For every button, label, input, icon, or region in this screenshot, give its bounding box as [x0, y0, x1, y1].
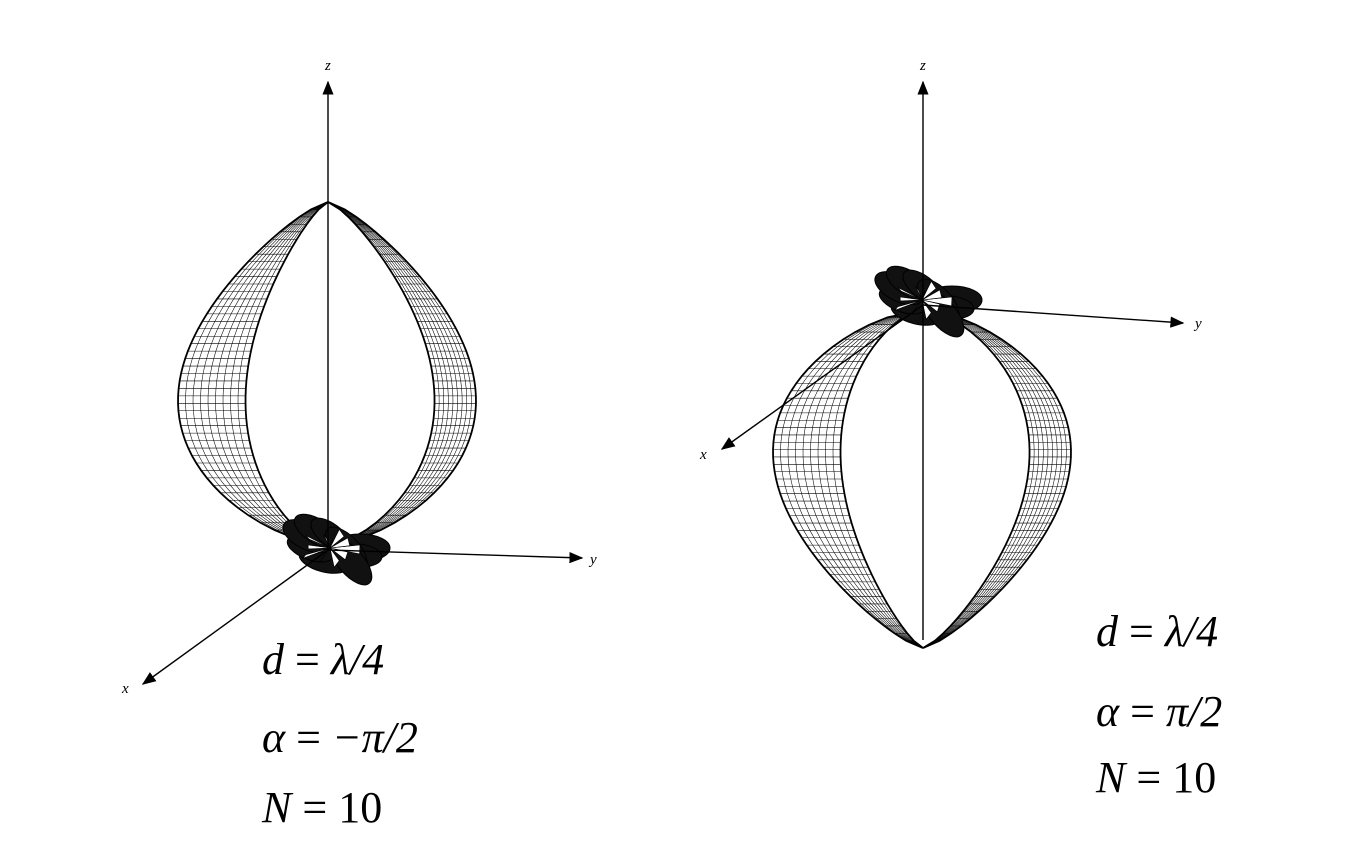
- left-param-d: d = λ/4: [262, 635, 385, 684]
- right-lobe-mesh-line: [810, 309, 924, 649]
- right-param-alpha-value: π/2: [1165, 687, 1223, 736]
- left-param-alpha-value: −π/2: [331, 713, 418, 762]
- right-sidelobe-spoke: [921, 289, 943, 301]
- right-lobe-mesh-line: [817, 309, 924, 649]
- right-sidelobe-spoke: [894, 299, 923, 311]
- left-sidelobe-spoke: [302, 547, 331, 559]
- left-sidelobe-spoke: [319, 547, 331, 562]
- left-lobe-mesh-line: [327, 201, 468, 546]
- left-lobe-mesh-line: [200, 201, 329, 546]
- left-figure: z y x: [121, 58, 597, 697]
- right-param-n: N = 10: [1096, 753, 1217, 802]
- right-lobe-mesh-line: [922, 309, 1063, 649]
- right-lobe-mesh-line: [922, 309, 1053, 649]
- right-y-axis-label: y: [1193, 316, 1202, 332]
- left-main-lobe: [177, 201, 477, 546]
- left-x-axis: [141, 549, 329, 685]
- left-lobe-mesh-line: [327, 201, 463, 546]
- left-sidelobe-spoke: [329, 528, 345, 549]
- left-lobe-mesh-line: [327, 201, 440, 546]
- right-sidelobe-spoke: [914, 285, 923, 301]
- right-lobe-mesh-line: [795, 309, 924, 649]
- left-lobe-mesh-line: [215, 201, 329, 546]
- right-param-alpha: α = π/2: [1096, 687, 1223, 736]
- right-lobe-mesh-line: [802, 309, 924, 649]
- left-param-d-symbol: d: [262, 635, 284, 684]
- left-lobe-mesh-line: [185, 201, 329, 546]
- right-sidelobe-spoke: [899, 296, 923, 302]
- left-sidelobe-spoke: [307, 544, 331, 550]
- left-y-axis-label: y: [588, 552, 597, 568]
- left-lobe-mesh-line: [327, 201, 458, 546]
- left-lobe-mesh-line: [222, 201, 329, 546]
- left-param-n: N = 10: [262, 783, 383, 832]
- right-param-d-value: λ/4: [1164, 607, 1219, 656]
- left-lobe-mesh-line: [327, 201, 449, 546]
- right-z-axis-label: z: [919, 58, 926, 74]
- left-param-n-symbol: N: [262, 783, 292, 832]
- right-param-d: d = λ/4: [1096, 607, 1219, 656]
- right-sidelobe-spoke: [897, 287, 923, 301]
- right-x-axis: [720, 304, 924, 450]
- right-lobe-mesh-line: [832, 309, 924, 649]
- left-lobe-mesh-line: [237, 201, 329, 546]
- right-param-d-symbol: d: [1096, 607, 1118, 656]
- left-sidelobe-spoke: [305, 535, 331, 549]
- left-param-alpha-symbol: α: [262, 713, 286, 762]
- right-lobe-mesh-line: [780, 309, 924, 649]
- right-main-lobe: [772, 309, 1072, 649]
- left-lobe-mesh-line: [327, 201, 454, 546]
- left-sidelobe-spoke: [329, 537, 351, 549]
- left-side-lobes: [282, 513, 391, 586]
- right-lobe-mesh-line: [922, 309, 1040, 649]
- right-lobe-mesh-line: [825, 309, 924, 649]
- left-param-alpha: α = −π/2: [262, 713, 418, 762]
- left-z-axis-label: z: [324, 58, 331, 74]
- left-param-n-value: 10: [338, 783, 383, 832]
- left-y-axis: [327, 549, 584, 564]
- right-figure: z y x: [699, 58, 1202, 649]
- right-param-alpha-symbol: α: [1096, 687, 1120, 736]
- right-lobe-mesh-line: [922, 309, 1067, 649]
- right-lobe-mesh-line: [922, 309, 1049, 649]
- left-sidelobe-spoke: [329, 547, 340, 569]
- left-lobe-mesh-line: [192, 201, 329, 546]
- right-param-n-symbol: N: [1096, 753, 1126, 802]
- left-x-axis-label: x: [121, 681, 129, 697]
- left-lobe-mesh-line: [230, 201, 329, 546]
- left-lobe-mesh-line: [327, 201, 472, 546]
- left-lobe-mesh-line: [327, 201, 445, 546]
- left-param-d-value: λ/4: [330, 635, 385, 684]
- right-lobe-mesh-line: [922, 309, 1035, 649]
- right-lobe-mesh-line: [922, 309, 1044, 649]
- right-sidelobe-spoke: [921, 280, 937, 301]
- left-lobe-mesh-line: [207, 201, 329, 546]
- right-param-n-value: 10: [1172, 753, 1217, 802]
- right-lobe-mesh-line: [922, 309, 1058, 649]
- right-lobe-mesh-line: [787, 309, 924, 649]
- right-x-axis-label: x: [699, 447, 707, 463]
- right-y-axis: [922, 304, 1185, 328]
